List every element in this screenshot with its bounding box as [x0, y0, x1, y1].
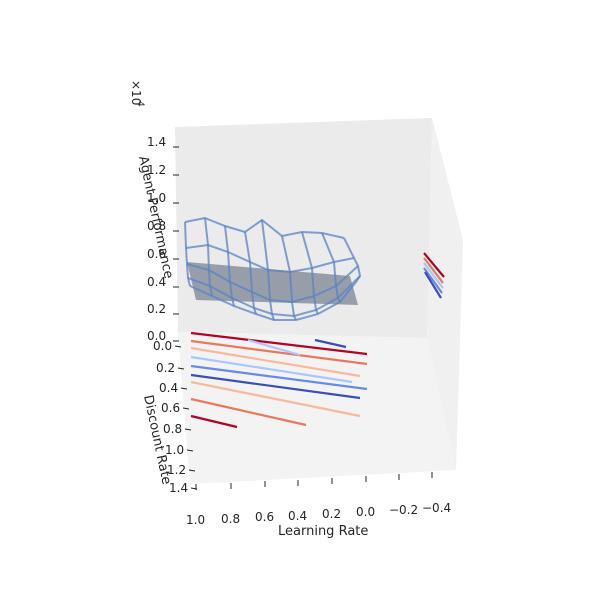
floor-contour-line: [190, 339, 368, 366]
wire-column: [281, 235, 297, 321]
floor-contour-line: [190, 355, 353, 384]
x-tick-label: 0.0: [356, 505, 375, 519]
y-axis: 0.0 0.2 0.4 0.6 0.8 1.0 1.2 1.4: [153, 339, 198, 495]
z-tick-label: 0.2: [147, 302, 166, 316]
y-tick-label: 1.4: [169, 481, 188, 495]
y-tick-mark: [188, 469, 196, 472]
x-tick-label: 0.6: [255, 510, 274, 524]
floor-contour-line: [190, 397, 307, 427]
y-tick-label: 1.2: [167, 463, 186, 477]
wire-column: [301, 231, 319, 315]
wall-contour-line: [423, 262, 444, 289]
floor-contour-line: [190, 373, 361, 400]
z-offset-exponent: 4: [135, 101, 145, 107]
x-tick-label: 1.0: [186, 513, 205, 527]
x-tick-label: 0.8: [221, 512, 240, 526]
z-tick-label: 1.0: [147, 191, 166, 205]
x-tick-label: −0.4: [422, 501, 451, 515]
z-tick-label: 0.4: [147, 275, 166, 289]
z-axis: 0.0 0.2 0.4 0.6 0.8 1.0 1.2 1.4: [147, 135, 179, 343]
wire-column: [184, 221, 191, 287]
wall-contours: [423, 252, 445, 299]
z-offset-text: ×10 4: [129, 80, 145, 107]
wire-column: [321, 232, 341, 303]
wireframe: [184, 216, 362, 321]
wall-contour-line: [423, 267, 443, 294]
y-tick-label: 1.0: [165, 443, 184, 457]
wire-column: [343, 237, 362, 283]
y-tick-mark: [184, 428, 192, 431]
floor-contour-line: [190, 364, 368, 391]
y-tick-mark: [174, 345, 182, 348]
y-tick-mark: [182, 407, 190, 410]
floor-contour-line: [247, 338, 301, 357]
floor-contours: [190, 331, 368, 429]
x-tick-label: 0.4: [288, 509, 307, 523]
z-tick-label: 0.6: [147, 247, 166, 261]
z-tick-label: 0.0: [147, 329, 166, 343]
z-offset-base: ×10: [129, 80, 143, 105]
floor-contour-line: [190, 346, 361, 378]
x-axis: 1.0 0.8 0.6 0.4 0.2 0.0 −0.2 −0.4: [186, 472, 451, 527]
y-tick-mark: [180, 387, 188, 390]
wire-column: [224, 225, 235, 307]
floor-contour-line: [190, 414, 238, 429]
x-axis-label: Learning Rate: [278, 524, 368, 539]
y-tick-label: 0.2: [156, 361, 175, 375]
y-tick-mark: [186, 449, 194, 452]
wire-column: [204, 217, 213, 297]
wire-column: [261, 219, 275, 321]
wire-column: [244, 231, 257, 315]
x-tick-label: 0.2: [322, 507, 341, 521]
wall-contour-line: [424, 271, 442, 299]
wall-contour-line: [423, 257, 444, 284]
y-tick-label: 0.4: [159, 381, 178, 395]
z-tick-label: 1.2: [147, 163, 166, 177]
floor-contour-line: [190, 331, 368, 356]
z-tick-label: 1.4: [147, 135, 166, 149]
y-tick-label: 0.0: [153, 339, 172, 353]
right-pane: [427, 118, 463, 470]
floor-contour-line: [190, 380, 361, 418]
y-tick-label: 0.8: [163, 422, 182, 436]
y-tick-label: 0.6: [161, 401, 180, 415]
back-pane: [175, 118, 432, 338]
y-tick-mark: [177, 367, 185, 370]
wall-contour-line: [423, 252, 445, 278]
floor-contour-line: [314, 338, 347, 349]
z-tick-label: 0.8: [147, 219, 166, 233]
x-tick-label: −0.2: [389, 503, 418, 517]
